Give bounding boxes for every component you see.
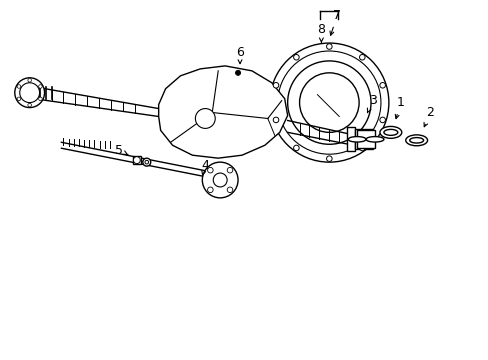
Text: 6: 6 — [236, 46, 244, 64]
Circle shape — [379, 82, 385, 88]
Circle shape — [287, 61, 370, 144]
Circle shape — [207, 167, 213, 173]
Text: 1: 1 — [394, 96, 404, 118]
Circle shape — [28, 103, 31, 107]
Polygon shape — [158, 66, 287, 158]
Circle shape — [144, 160, 148, 164]
Circle shape — [235, 70, 240, 75]
Bar — [356, 130, 374, 148]
Circle shape — [359, 54, 365, 60]
Circle shape — [379, 117, 385, 123]
Text: 4: 4 — [201, 159, 209, 175]
Text: 2: 2 — [423, 106, 434, 127]
Circle shape — [20, 83, 40, 103]
Circle shape — [326, 44, 331, 49]
Circle shape — [28, 78, 31, 82]
Ellipse shape — [379, 126, 401, 138]
Circle shape — [15, 78, 44, 108]
Circle shape — [213, 173, 226, 187]
Circle shape — [39, 97, 42, 101]
Bar — [354, 129, 372, 149]
Circle shape — [202, 162, 238, 198]
Circle shape — [227, 187, 232, 193]
Ellipse shape — [405, 135, 427, 146]
Circle shape — [299, 73, 358, 132]
Circle shape — [142, 158, 150, 166]
Bar — [133, 156, 141, 164]
Circle shape — [269, 43, 388, 162]
Circle shape — [17, 85, 20, 88]
Circle shape — [227, 167, 232, 173]
Circle shape — [277, 51, 380, 154]
Circle shape — [273, 82, 278, 88]
Circle shape — [359, 145, 365, 151]
Bar — [346, 127, 354, 151]
Ellipse shape — [409, 138, 423, 143]
Circle shape — [17, 97, 20, 101]
Text: 7: 7 — [329, 9, 341, 35]
Text: 8: 8 — [317, 23, 325, 42]
Circle shape — [326, 156, 331, 161]
Ellipse shape — [347, 136, 366, 142]
Circle shape — [39, 85, 42, 88]
Ellipse shape — [383, 129, 397, 135]
Circle shape — [195, 109, 215, 129]
Circle shape — [207, 187, 213, 193]
Circle shape — [133, 157, 140, 164]
Text: 3: 3 — [366, 94, 376, 113]
Ellipse shape — [366, 136, 383, 142]
Circle shape — [273, 117, 278, 123]
Text: 5: 5 — [115, 144, 128, 157]
Circle shape — [293, 145, 299, 151]
Circle shape — [293, 54, 299, 60]
